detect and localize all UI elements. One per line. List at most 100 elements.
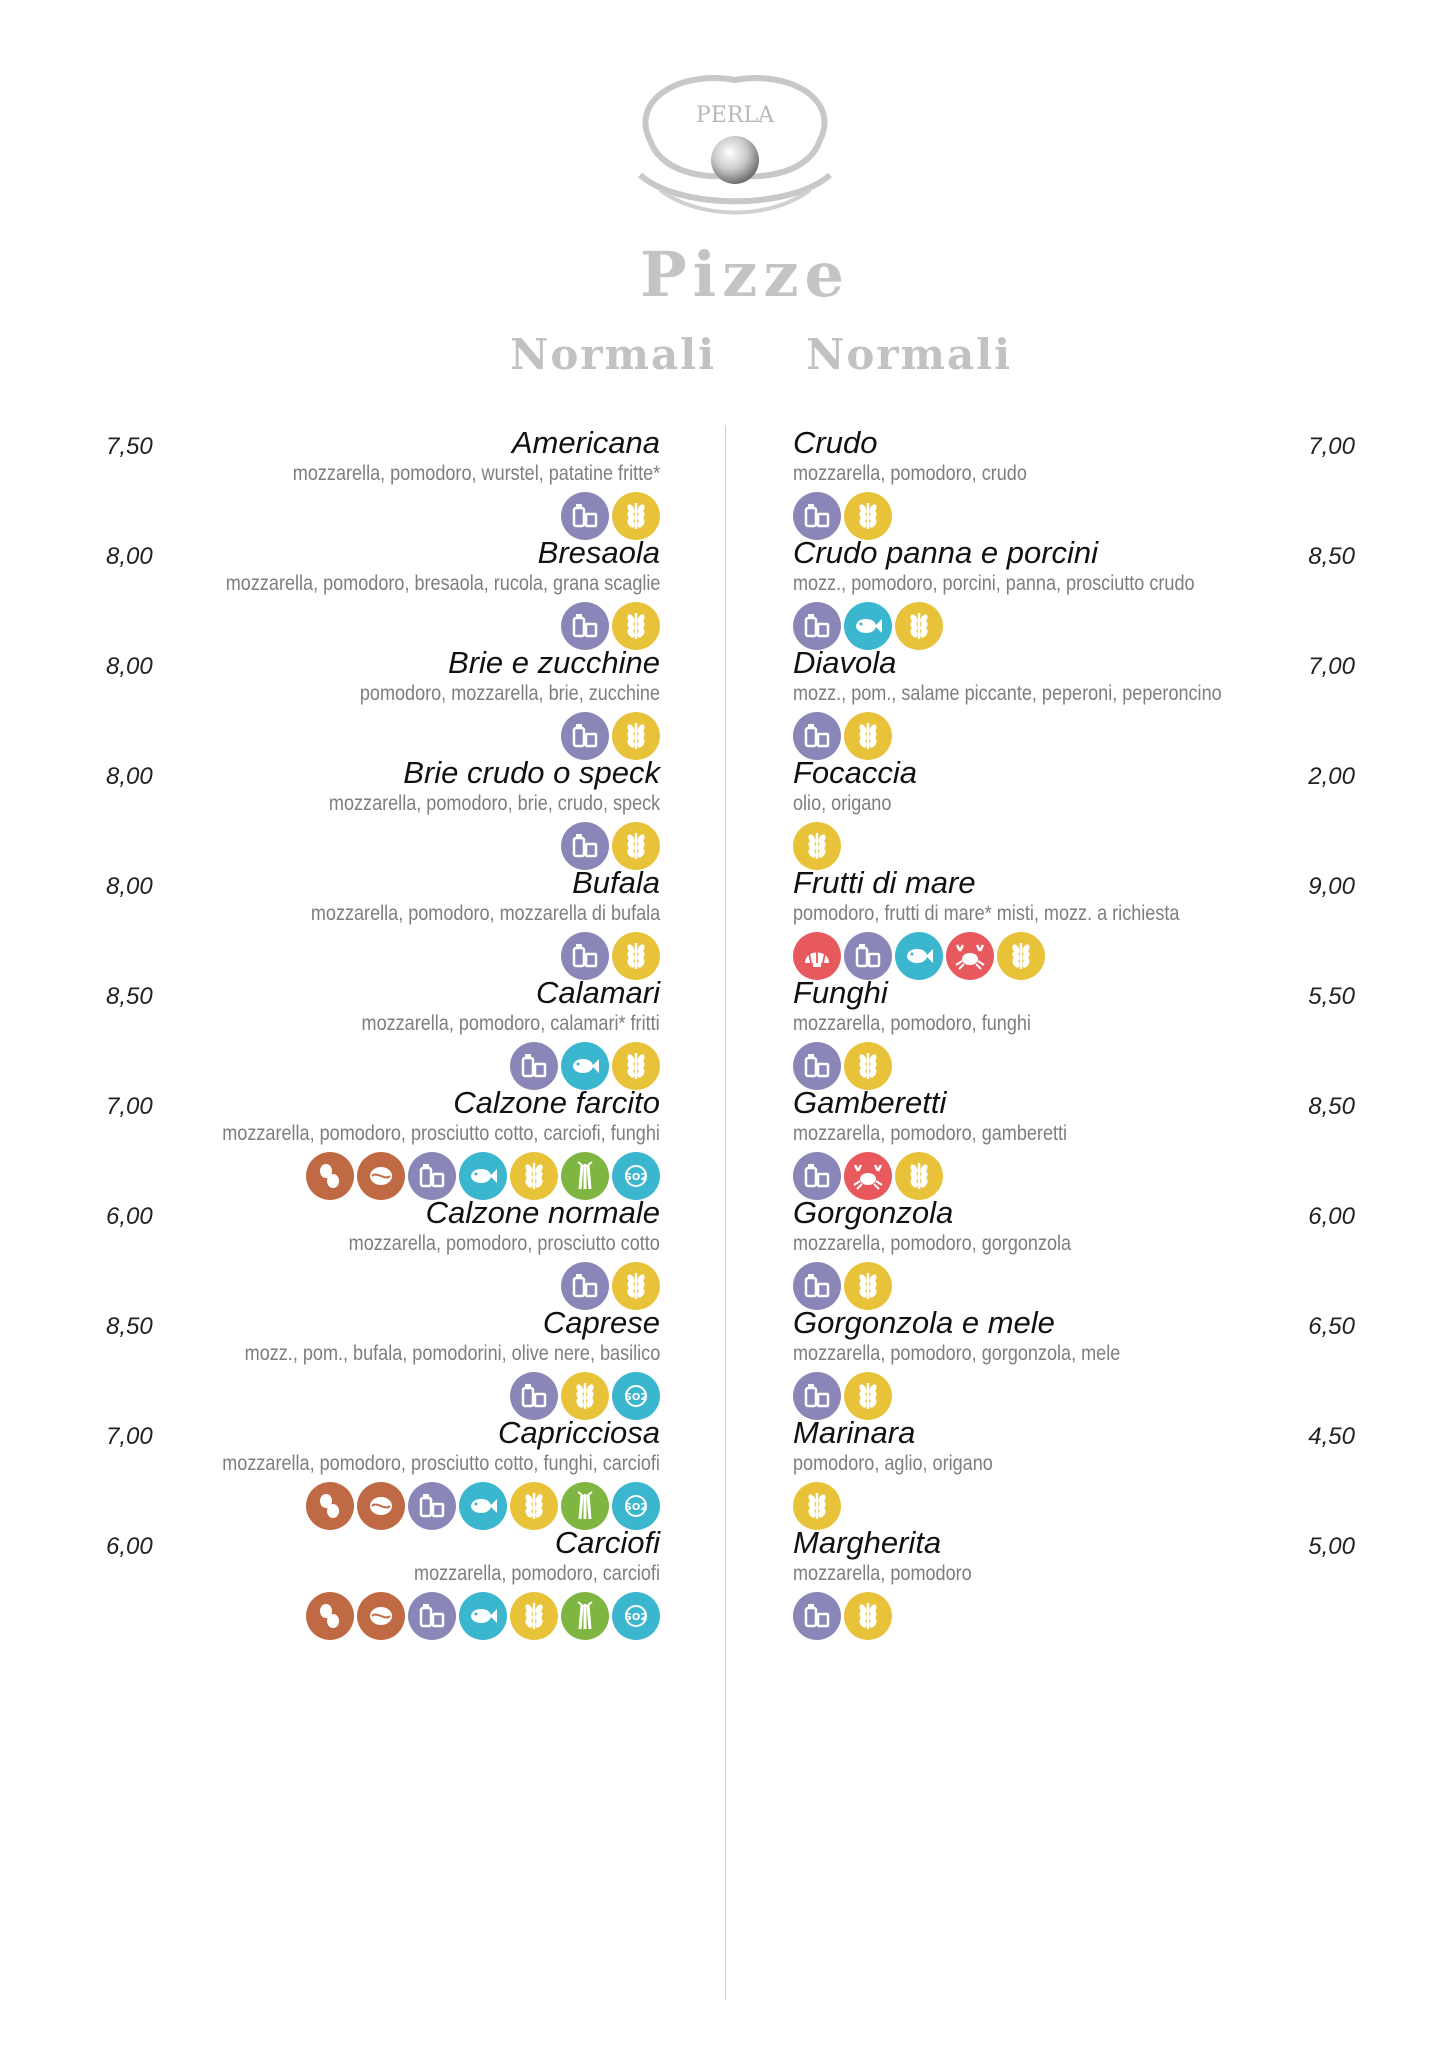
allergen-icons <box>793 1152 943 1200</box>
item-ingredients: mozzarella, pomodoro, brie, crudo, speck <box>328 792 660 815</box>
svg-text:SO2: SO2 <box>625 1172 648 1183</box>
latte-icon <box>844 932 892 980</box>
allergen-icons <box>561 602 660 650</box>
pesce-icon <box>459 1592 507 1640</box>
item-ingredients: mozzarella, pomodoro, prosciutto cotto, … <box>222 1452 660 1475</box>
item-price: 8,50 <box>1308 1093 1355 1120</box>
allergen-icons <box>561 932 660 980</box>
item-price: 8,00 <box>106 763 153 790</box>
svg-text:SO2: SO2 <box>625 1612 648 1623</box>
perla-logo: PERLA <box>620 60 850 240</box>
latte-icon <box>793 602 841 650</box>
item-price: 5,00 <box>1308 1533 1355 1560</box>
allergen-icons <box>561 712 660 760</box>
menu-item: 6,00 Carciofi mozzarella, pomodoro, carcio… <box>100 1525 660 1640</box>
item-price: 5,50 <box>1308 983 1355 1010</box>
item-name: Carciofi <box>554 1525 660 1560</box>
menu-item: 9,00 Frutti di mare pomodoro, frutti di ma… <box>793 865 1355 980</box>
item-price: 6,50 <box>1308 1313 1355 1340</box>
solfiti-icon: SO2 <box>612 1152 660 1200</box>
item-ingredients: mozzarella, pomodoro, gamberetti <box>793 1122 1068 1145</box>
pesce-icon <box>561 1042 609 1090</box>
glutine-icon <box>997 932 1045 980</box>
item-ingredients: mozzarella, pomodoro, prosciutto cotto <box>348 1232 660 1255</box>
menu-item: 7,00 Capricciosa mozzarella, pomodoro, pro… <box>100 1415 660 1530</box>
item-name: Gorgonzola <box>793 1195 954 1230</box>
item-name: Diavola <box>793 645 897 680</box>
arachidi-icon <box>306 1592 354 1640</box>
latte-icon <box>793 1592 841 1640</box>
allergen-icons <box>793 1592 892 1640</box>
latte-icon <box>510 1042 558 1090</box>
column-divider <box>725 425 726 2000</box>
svg-text:SO2: SO2 <box>625 1502 648 1513</box>
left-column-heading: Normali <box>510 330 717 379</box>
latte-icon <box>793 1152 841 1200</box>
allergen-icons: SO2 <box>510 1372 660 1420</box>
menu-item: 8,00 Brie crudo o speck mozzarella, pomodo… <box>100 755 660 870</box>
allergen-icons: SO2 <box>306 1482 660 1530</box>
solfiti-icon: SO2 <box>612 1592 660 1640</box>
glutine-icon <box>561 1372 609 1420</box>
item-ingredients: mozz., pom., salame piccante, peperoni, … <box>793 682 1222 705</box>
item-ingredients: mozz., pomodoro, porcini, panna, prosciu… <box>793 572 1195 595</box>
molluschi-icon <box>793 932 841 980</box>
item-name: Focaccia <box>793 755 918 790</box>
menu-item: 8,00 Bresaola mozzarella, pomodoro, bresao… <box>100 535 660 650</box>
glutine-icon <box>612 1262 660 1310</box>
pesce-icon <box>459 1482 507 1530</box>
item-ingredients: pomodoro, aglio, origano <box>793 1452 993 1475</box>
allergen-icons <box>793 932 1045 980</box>
item-ingredients: mozzarella, pomodoro, calamari* fritti <box>361 1012 660 1035</box>
latte-icon <box>408 1592 456 1640</box>
item-name: Crudo panna e porcini <box>793 535 1099 570</box>
menu-item: 7,00 Calzone farcito mozzarella, pomodoro,… <box>100 1085 660 1200</box>
menu-item: 5,50 Funghi mozzarella, pomodoro, funghi <box>793 975 1355 1090</box>
latte-icon <box>561 932 609 980</box>
latte-icon <box>793 1262 841 1310</box>
item-name: Calamari <box>535 975 660 1010</box>
menu-item: 6,00 Gorgonzola mozzarella, pomodoro, gorg… <box>793 1195 1355 1310</box>
menu-item: 8,50 Caprese mozz., pom., bufala, pomodori… <box>100 1305 660 1420</box>
allergen-icons <box>561 492 660 540</box>
menu-item: 6,00 Calzone normale mozzarella, pomodoro,… <box>100 1195 660 1310</box>
item-price: 8,00 <box>106 653 153 680</box>
glutine-icon <box>844 492 892 540</box>
item-name: Calzone normale <box>425 1195 660 1230</box>
latte-icon <box>561 1262 609 1310</box>
item-price: 9,00 <box>1308 873 1355 900</box>
item-name: Margherita <box>793 1525 942 1560</box>
allergen-icons <box>793 1482 841 1530</box>
item-name: Bufala <box>572 865 660 900</box>
latte-icon <box>793 1372 841 1420</box>
latte-icon <box>510 1372 558 1420</box>
frutta-guscio-icon <box>357 1482 405 1530</box>
item-ingredients: mozzarella, pomodoro, crudo <box>793 462 1027 485</box>
item-ingredients: mozzarella, pomodoro, mozzarella di bufa… <box>310 902 660 925</box>
item-price: 6,00 <box>1308 1203 1355 1230</box>
menu-item: 4,50 Marinara pomodoro, aglio, origano <box>793 1415 1355 1530</box>
allergen-icons: SO2 <box>306 1152 660 1200</box>
pesce-icon <box>844 602 892 650</box>
item-ingredients: mozzarella, pomodoro, carciofi <box>414 1562 660 1585</box>
item-ingredients: mozzarella, pomodoro <box>793 1562 972 1585</box>
latte-icon <box>793 712 841 760</box>
item-name: Calzone farcito <box>453 1085 660 1120</box>
allergen-icons <box>793 1372 892 1420</box>
frutta-guscio-icon <box>357 1152 405 1200</box>
latte-icon <box>561 822 609 870</box>
oyster-pearl-icon: PERLA <box>638 75 832 215</box>
latte-icon <box>561 602 609 650</box>
glutine-icon <box>612 602 660 650</box>
menu-item: 7,00 Diavola mozz., pom., salame piccante,… <box>793 645 1355 760</box>
glutine-icon <box>844 1262 892 1310</box>
latte-icon <box>561 492 609 540</box>
allergen-icons <box>561 1262 660 1310</box>
item-ingredients: mozzarella, pomodoro, wurstel, patatine … <box>292 462 660 485</box>
crostacei-icon <box>946 932 994 980</box>
latte-icon <box>793 492 841 540</box>
glutine-icon <box>612 932 660 980</box>
item-ingredients: mozzarella, pomodoro, funghi <box>793 1012 1031 1035</box>
solfiti-icon: SO2 <box>612 1372 660 1420</box>
item-name: Caprese <box>542 1305 660 1340</box>
